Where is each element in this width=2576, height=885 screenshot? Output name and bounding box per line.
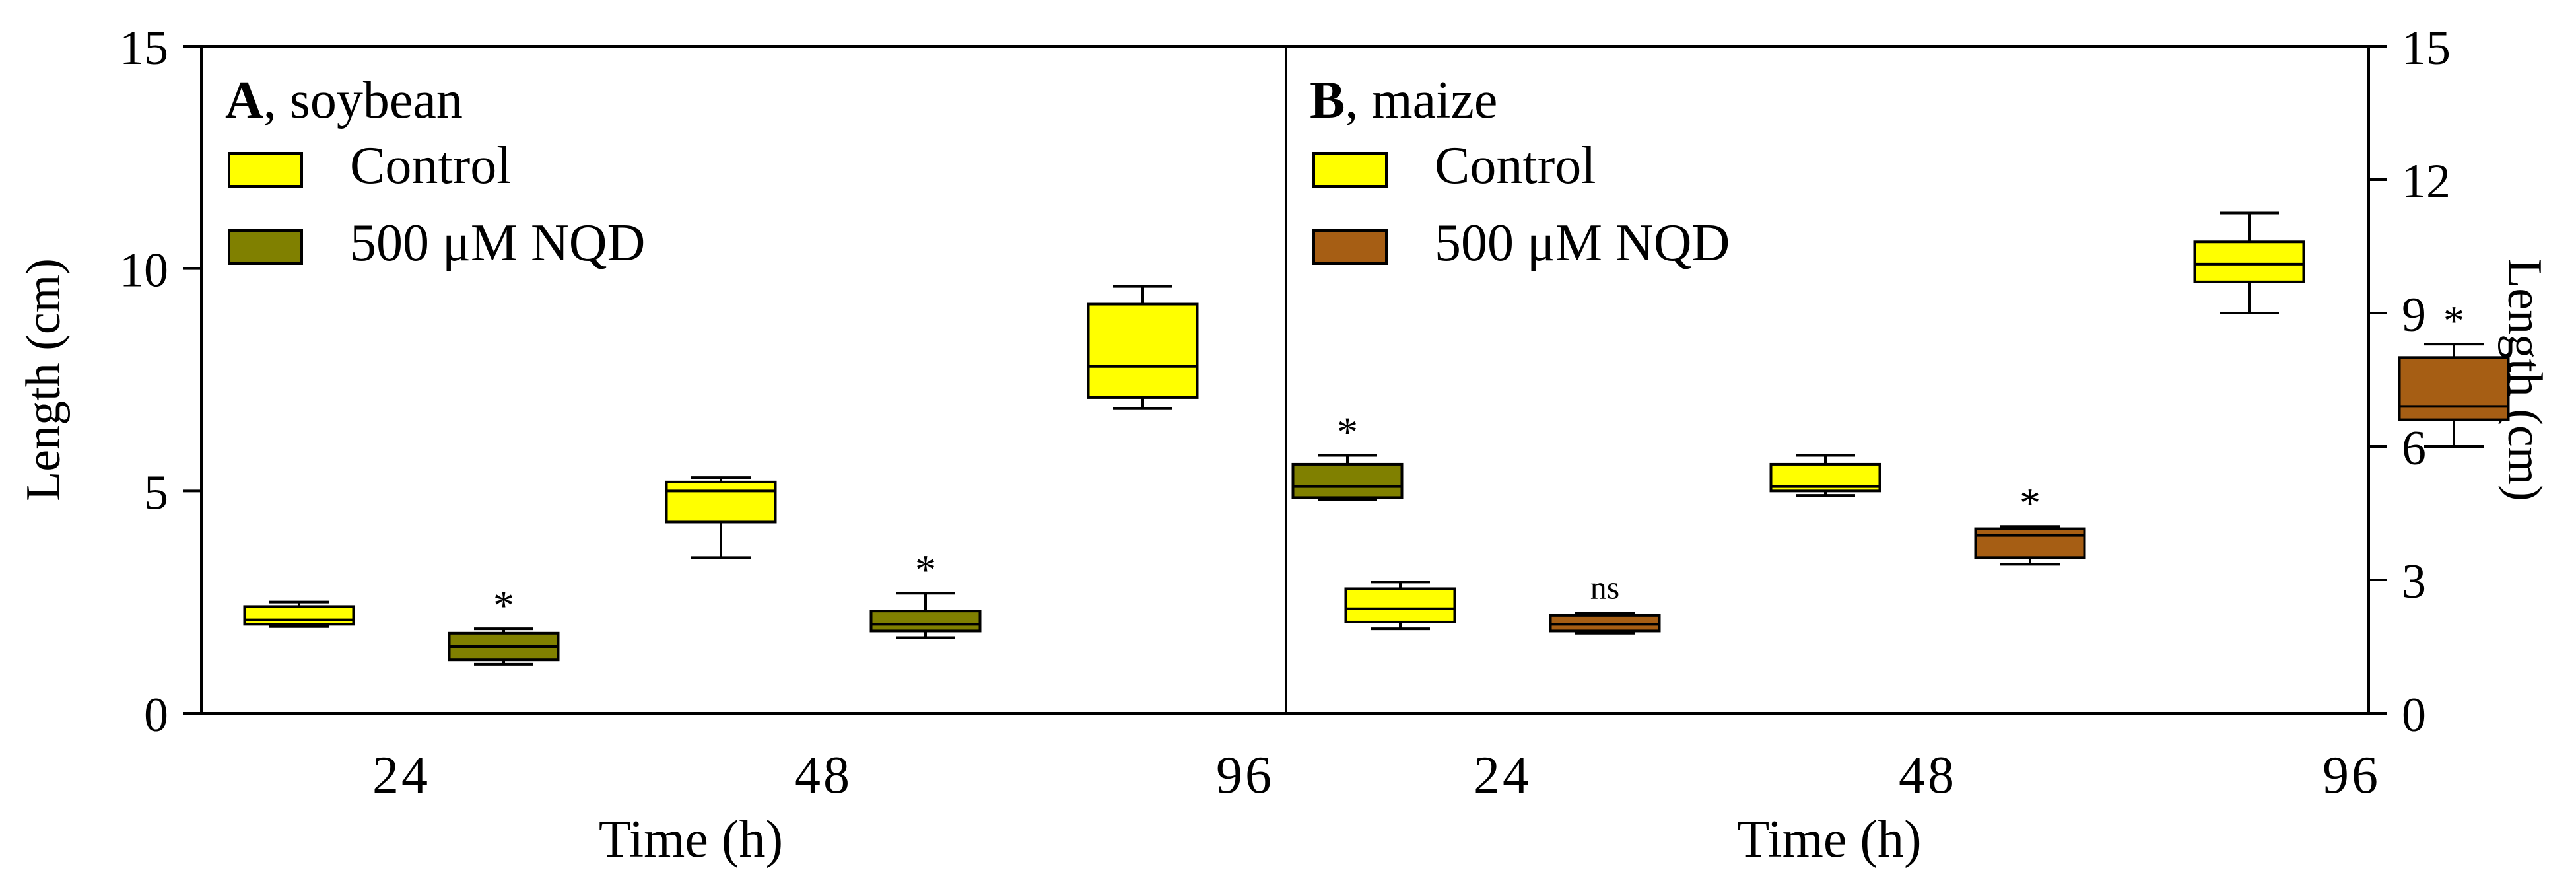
panel-a-title: A, soybean [225, 71, 463, 129]
panel-a-y-tick-label: 15 [119, 21, 168, 75]
box-iqr [1291, 462, 1404, 499]
panel-b-box-nqd-24h: ns [1549, 569, 1661, 635]
panel-a-legend-swatch [228, 229, 303, 265]
panel-a-soybean: 0 5 10 15 Length (cm) 24 48 96 Time (h) A, soybea… [17, 21, 1404, 868]
significance-label: ns [1590, 569, 1619, 606]
panel-b-title: B, maize [1310, 71, 1497, 129]
significance-label: * [2443, 297, 2464, 344]
box-iqr [869, 610, 982, 633]
significance-label: * [915, 546, 936, 593]
panel-a-box-nqd-96h: * [1291, 408, 1404, 501]
panel-b-box-nqd-48h: * [1974, 479, 2086, 566]
panel-b-legend-label: 500 μM NQD [1435, 214, 1730, 272]
panel-b-x-tick-label: 48 [1899, 746, 1957, 804]
panel-b-x-axis-label: Time (h) [1737, 810, 1921, 868]
significance-label: * [2019, 479, 2041, 526]
panel-a-x-axis-label: Time (h) [599, 810, 783, 868]
panel-a-y-tick-label: 5 [144, 466, 168, 520]
panel-a-x-tick-label: 24 [372, 746, 430, 804]
panel-b-box-control-96h [2193, 211, 2305, 314]
panel-b-y-tick-label: 3 [2402, 555, 2426, 609]
box-iqr [1087, 302, 1199, 399]
panel-b-y-tick-label: 12 [2402, 155, 2451, 209]
panel-b-legend-swatch [1312, 229, 1388, 265]
panel-a-y-tick-label: 0 [144, 688, 168, 742]
panel-a-box-control-24h [243, 600, 355, 628]
panel-b-y-tick-label: 15 [2402, 21, 2451, 75]
panel-a-x-tick-label: 96 [1216, 746, 1274, 804]
box-iqr [243, 605, 355, 626]
box-iqr [2398, 356, 2510, 421]
panel-b-x-tick-label: 96 [2322, 746, 2381, 804]
panel-a-legend-swatch [228, 152, 303, 188]
panel-b-legend-swatch [1312, 152, 1388, 188]
panel-b-box-control-48h [1769, 454, 1881, 497]
panel-a-y-axis-label: Length (cm) [17, 258, 71, 501]
panel-b-box-nqd-96h: * [2398, 297, 2510, 448]
panel-a-box-control-96h [1087, 285, 1199, 410]
significance-label: * [1337, 408, 1358, 455]
panel-b-y-tick-label: 0 [2402, 688, 2426, 742]
panel-b-x-tick-label: 24 [1474, 746, 1532, 804]
panel-a-box-control-48h [665, 476, 777, 559]
panel-a-y-tick-label: 10 [119, 244, 168, 298]
panel-a-legend-label: 500 μM NQD [350, 214, 645, 272]
panel-b-y-tick-label: 9 [2402, 288, 2426, 342]
box-iqr [2193, 240, 2305, 283]
panel-a-x-tick-label: 48 [794, 746, 852, 804]
panel-b-legend-label: Control [1435, 137, 1596, 195]
panel-b-box-control-24h [1344, 581, 1456, 631]
box-iqr [1974, 527, 2086, 559]
panel-a-legend-label: Control [350, 137, 511, 195]
box-iqr [1344, 587, 1456, 623]
panel-a-box-nqd-24h: * [448, 582, 560, 666]
panel-b-y-tick-label: 6 [2402, 421, 2426, 476]
significance-label: * [493, 582, 514, 629]
box-iqr [665, 480, 777, 524]
panel-a-box-nqd-48h: * [869, 546, 982, 639]
